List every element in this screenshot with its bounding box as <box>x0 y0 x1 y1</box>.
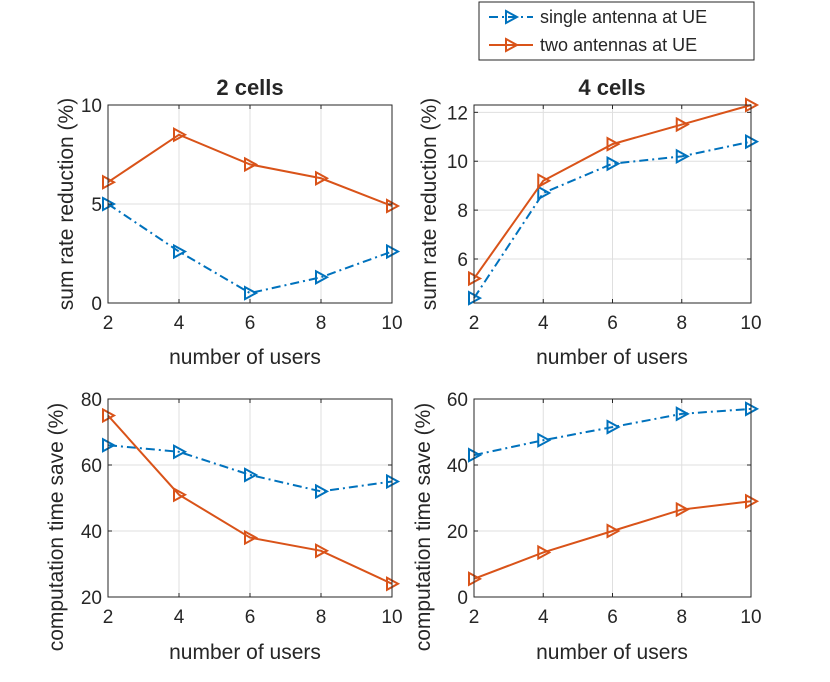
x-tick-label: 8 <box>316 313 327 334</box>
x-tick-label: 4 <box>538 313 549 334</box>
x-tick-label: 4 <box>174 607 185 628</box>
x-tick-label: 10 <box>381 313 402 334</box>
ticks: 2 4 6 8 10 20 40 60 80 <box>81 390 403 628</box>
x-axis-label: number of users <box>169 641 321 664</box>
x-tick-label: 6 <box>245 607 256 628</box>
x-tick-label: 8 <box>676 607 687 628</box>
data-point-marker <box>606 419 621 435</box>
y-axis-label: computation time save (%) <box>45 403 68 652</box>
legend: single antenna at UE two antennas at UE <box>478 1 755 61</box>
data-point-marker <box>173 127 188 143</box>
data-point-marker <box>173 487 188 503</box>
y-tick-label: 0 <box>91 294 102 315</box>
grid <box>107 104 393 304</box>
x-tick-label: 6 <box>607 607 618 628</box>
y-tick-label: 60 <box>81 456 102 477</box>
y-tick-label: 40 <box>81 522 102 543</box>
data-point-marker <box>675 501 690 518</box>
x-tick-label: 10 <box>740 313 761 334</box>
y-tick-label: 60 <box>447 390 468 411</box>
data-point-marker <box>244 285 259 301</box>
x-axis-label: number of users <box>169 346 321 369</box>
data-point-marker <box>606 136 621 152</box>
data-point-marker <box>244 467 259 483</box>
x-tick-label: 4 <box>174 313 185 334</box>
y-axis-label: computation time save (%) <box>412 403 435 652</box>
data-point-marker <box>244 156 259 173</box>
data-point-marker <box>315 170 330 186</box>
legend-label-two: two antennas at UE <box>540 35 697 55</box>
grid <box>107 398 393 598</box>
y-tick-label: 12 <box>447 103 468 124</box>
series-line-two-antennas <box>473 500 752 580</box>
legend-marker-two-icon <box>505 37 520 53</box>
grid <box>473 398 752 598</box>
x-tick-label: 8 <box>316 607 327 628</box>
x-tick-label: 2 <box>469 313 480 334</box>
data-point-marker <box>173 243 188 260</box>
subplot-2cells-timesave: 2 4 6 8 10 20 40 60 80 number of users computati… <box>45 390 403 664</box>
chart-title: 2 cells <box>216 75 283 100</box>
x-tick-label: 6 <box>607 313 618 334</box>
x-tick-label: 10 <box>381 607 402 628</box>
y-tick-label: 20 <box>447 522 468 543</box>
series-line-single-antenna <box>107 444 393 493</box>
data-point-marker <box>606 155 621 172</box>
data-point-marker <box>675 148 690 165</box>
series-line-single-antenna <box>473 407 752 457</box>
subplot-2cells-sumrate: 2 4 6 8 10 0 5 10 2 cells number of users sum r… <box>55 75 403 369</box>
chart-title: 4 cells <box>578 75 645 100</box>
y-tick-label: 6 <box>457 250 468 271</box>
x-tick-label: 4 <box>538 607 549 628</box>
x-tick-label: 2 <box>469 607 480 628</box>
subplot-4cells-timesave: 2 4 6 8 10 0 20 40 60 number of users computatio… <box>412 390 762 664</box>
ticks: 2 4 6 8 10 6 8 10 12 <box>447 103 762 334</box>
data-point-marker <box>315 543 330 559</box>
legend-marker-single-icon <box>505 9 520 25</box>
data-point-marker <box>537 544 552 561</box>
x-tick-label: 2 <box>103 313 114 334</box>
data-point-marker <box>675 406 690 422</box>
x-axis-label: number of users <box>536 346 688 369</box>
x-axis-label: number of users <box>536 641 688 664</box>
data-point-marker <box>315 269 330 285</box>
x-tick-label: 8 <box>676 313 687 334</box>
data-point-marker <box>675 116 690 133</box>
data-point-marker <box>173 444 188 460</box>
grid <box>473 105 752 303</box>
series-line-two-antennas <box>107 133 393 207</box>
data-point-marker <box>537 432 552 448</box>
y-tick-label: 80 <box>81 390 102 411</box>
y-tick-label: 5 <box>91 195 102 216</box>
y-axis-label: sum rate reduction (%) <box>55 98 78 310</box>
y-axis-label: sum rate reduction (%) <box>418 98 441 310</box>
x-tick-label: 2 <box>103 607 114 628</box>
y-tick-label: 8 <box>457 201 468 222</box>
series-line-two-antennas <box>107 414 393 585</box>
ticks: 2 4 6 8 10 0 20 40 60 <box>447 390 762 628</box>
y-tick-label: 20 <box>81 588 102 609</box>
y-tick-label: 10 <box>447 152 468 173</box>
data-point-marker <box>606 523 621 539</box>
legend-box <box>478 1 755 61</box>
series-line-two-antennas <box>473 104 752 280</box>
legend-label-single: single antenna at UE <box>540 7 707 27</box>
data-point-marker <box>315 483 330 500</box>
ticks: 2 4 6 8 10 0 5 10 <box>81 96 403 334</box>
y-tick-label: 40 <box>447 456 468 477</box>
x-tick-label: 10 <box>740 607 761 628</box>
data-point-marker <box>537 185 552 201</box>
series-line-single-antenna <box>473 140 752 299</box>
y-tick-label: 10 <box>81 96 102 117</box>
subplot-4cells-sumrate: 2 4 6 8 10 6 8 10 12 4 cells number of users sum… <box>418 75 762 369</box>
data-point-marker <box>537 173 552 189</box>
data-point-marker <box>244 529 259 546</box>
x-tick-label: 6 <box>245 313 256 334</box>
y-tick-label: 0 <box>457 588 468 609</box>
series <box>102 407 401 592</box>
